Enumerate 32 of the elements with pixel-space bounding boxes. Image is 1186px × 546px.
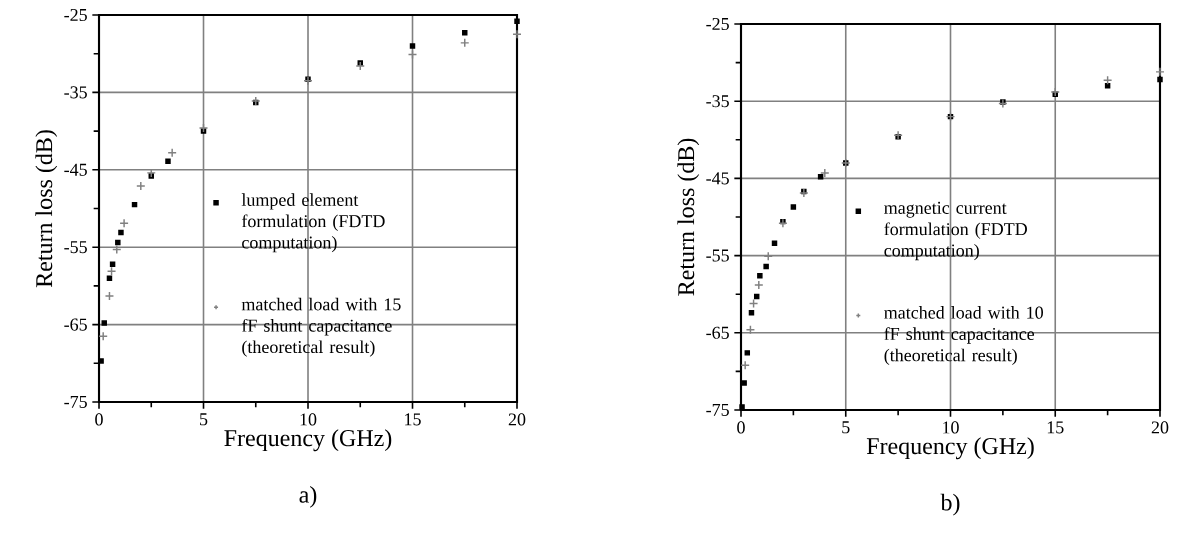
y-tick-label: -65 [64, 318, 87, 331]
legend-label: matched load with 10 fF shunt capacitance (theoretical result) [884, 306, 1044, 366]
x-tick-label: 20 [508, 413, 526, 426]
y-tick-label: -55 [706, 249, 729, 262]
y-tick-label: -55 [64, 241, 87, 254]
x-tick-label: 5 [200, 413, 208, 426]
legend-label: magnetic current formulation (FDTD computation) [884, 201, 1027, 261]
y-axis-title: Return loss (dB) [35, 130, 58, 288]
x-axis-title: Frequency (GHz) [866, 437, 1034, 460]
y-tick-label: -35 [64, 86, 87, 99]
text: a) [299, 485, 317, 508]
x-axis-title: Frequency (GHz) [224, 429, 392, 452]
x-tick-label: 10 [300, 413, 317, 426]
legend-label: matched load with 15 fF shunt capacitance (theoretical result) [241, 297, 401, 357]
legend-label: lumped element formulation (FDTD computation) [241, 193, 385, 253]
y-tick-label: -45 [706, 172, 729, 185]
x-tick-label: 0 [737, 421, 745, 434]
x-tick-label: 10 [943, 421, 959, 434]
x-tick-label: 15 [1047, 421, 1064, 434]
y-tick-label: -35 [706, 95, 729, 108]
x-tick-label: 0 [95, 413, 103, 426]
y-tick-label: -25 [64, 8, 87, 22]
y-tick-label: -75 [64, 396, 87, 408]
y-axis-title: Return loss (dB) [677, 138, 700, 296]
y-tick-label: -75 [706, 404, 729, 416]
text: b) [940, 493, 960, 516]
x-tick-label: 20 [1151, 421, 1169, 434]
x-tick-label: 5 [842, 421, 850, 434]
x-tick-label: 15 [405, 413, 421, 426]
y-tick-label: -45 [64, 163, 87, 176]
y-tick-label: -25 [706, 17, 729, 31]
y-tick-label: -65 [706, 326, 729, 339]
